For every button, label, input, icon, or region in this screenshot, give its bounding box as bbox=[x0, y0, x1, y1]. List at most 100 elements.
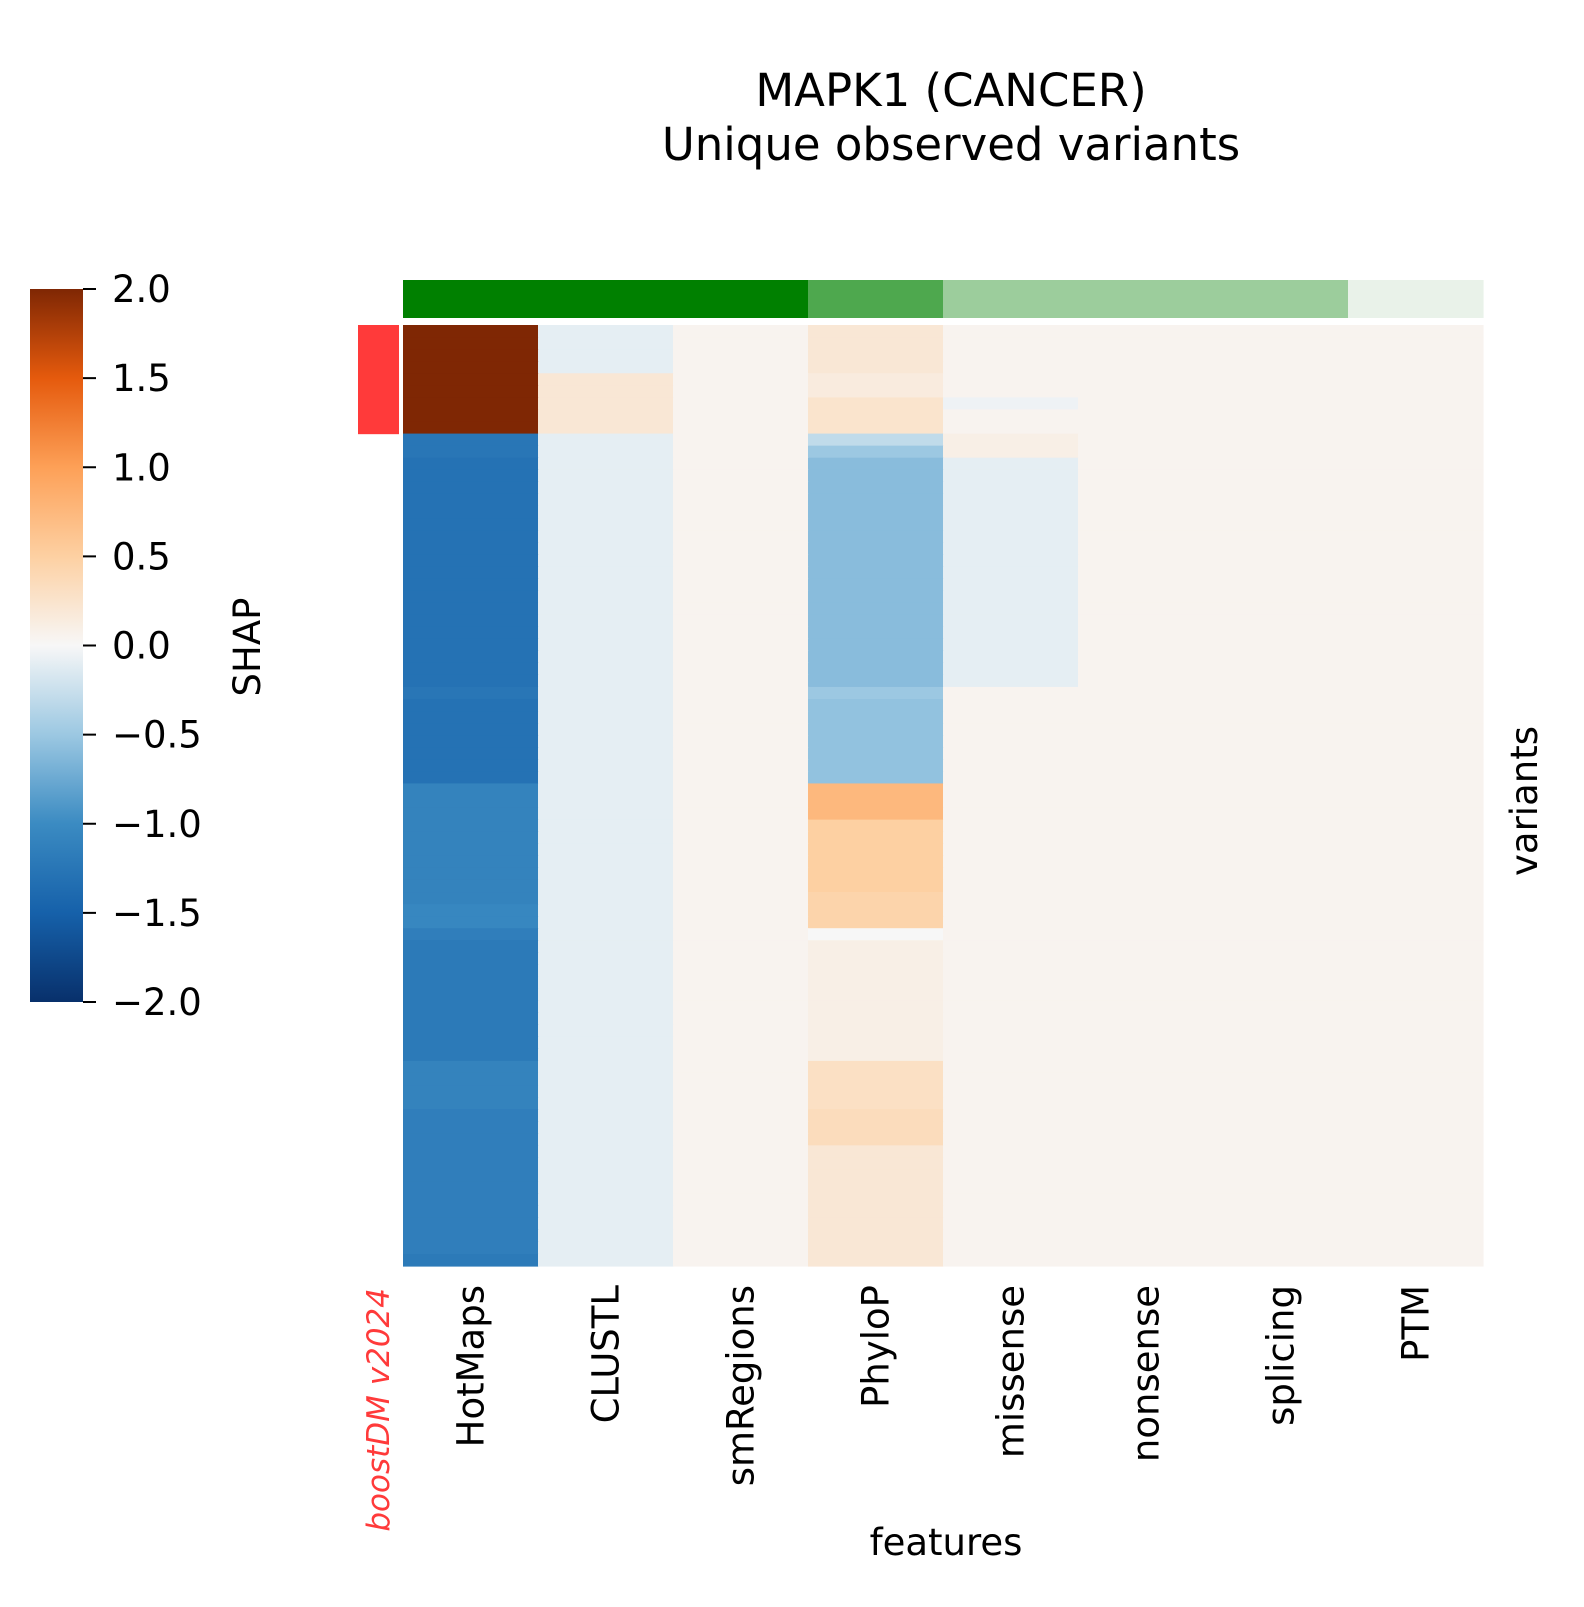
heatmap-cell bbox=[403, 1109, 539, 1122]
heatmap-cell bbox=[538, 349, 674, 362]
heatmap-cell bbox=[673, 698, 809, 712]
heatmap-cell bbox=[403, 892, 539, 905]
heatmap-cell bbox=[403, 1157, 539, 1171]
heatmap-cell bbox=[538, 578, 674, 592]
heatmap-cell bbox=[403, 759, 539, 772]
heatmap-cell bbox=[673, 1024, 809, 1038]
heatmap-cell bbox=[1348, 711, 1484, 724]
heatmap-cell bbox=[943, 1012, 1079, 1026]
heatmap-cell bbox=[808, 831, 944, 845]
heatmap-cell bbox=[1078, 1169, 1214, 1183]
heatmap-cell bbox=[403, 928, 539, 941]
heatmap-cell bbox=[1213, 698, 1349, 712]
heatmap-cell bbox=[538, 421, 674, 435]
heatmap-cell bbox=[1078, 747, 1214, 760]
heatmap-cell bbox=[943, 638, 1079, 652]
heatmap-cell bbox=[943, 650, 1079, 664]
heatmap-cell bbox=[1213, 892, 1349, 905]
heatmap-cell bbox=[403, 952, 539, 965]
heatmap-cell bbox=[1078, 1193, 1214, 1207]
heatmap-cell bbox=[808, 373, 944, 386]
heatmap-cell bbox=[1348, 421, 1484, 435]
heatmap-cell bbox=[538, 469, 674, 483]
heatmap-cell bbox=[1348, 771, 1484, 785]
driver-cell bbox=[358, 337, 399, 350]
heatmap-cell bbox=[1213, 819, 1349, 833]
heatmap-cell bbox=[808, 1060, 944, 1074]
feature-group-cell bbox=[673, 280, 809, 318]
heatmap-cell bbox=[403, 916, 539, 929]
heatmap-cell bbox=[1078, 928, 1214, 941]
heatmap-cell bbox=[943, 686, 1079, 700]
heatmap-cell bbox=[808, 1217, 944, 1231]
heatmap-cell bbox=[1213, 662, 1349, 676]
driver-annotation-column bbox=[358, 325, 399, 435]
heatmap-cell bbox=[673, 566, 809, 579]
heatmap-cell bbox=[403, 783, 539, 797]
heatmap-cell bbox=[1348, 1193, 1484, 1207]
heatmap-cell bbox=[673, 916, 809, 929]
heatmap-cell bbox=[1078, 1121, 1214, 1134]
heatmap-cell bbox=[403, 530, 539, 543]
heatmap-cell bbox=[538, 445, 674, 459]
heatmap-cell bbox=[943, 952, 1079, 965]
heatmap-cell bbox=[943, 421, 1079, 435]
heatmap-cell bbox=[1348, 1205, 1484, 1219]
heatmap-cell bbox=[943, 1085, 1079, 1098]
colorbar-ticks: 2.0 1.5 1.0 0.5 0.0 −0.5 −1.0 −1.5 −2.0 bbox=[83, 268, 202, 1024]
heatmap-cell bbox=[538, 747, 674, 760]
heatmap-cell bbox=[1078, 916, 1214, 929]
heatmap-cell bbox=[538, 988, 674, 1002]
heatmap-cell bbox=[538, 735, 674, 748]
heatmap-cell bbox=[808, 650, 944, 664]
feature-group-cell bbox=[403, 280, 539, 318]
heatmap-cell bbox=[673, 747, 809, 760]
heatmap-cell bbox=[808, 698, 944, 712]
heatmap-cell bbox=[1078, 867, 1214, 881]
heatmap-cell bbox=[1213, 674, 1349, 688]
heatmap-cell bbox=[538, 940, 674, 953]
heatmap-cell bbox=[943, 1048, 1079, 1062]
heatmap-cell bbox=[403, 819, 539, 833]
heatmap-cell bbox=[403, 711, 539, 724]
heatmap-cell bbox=[1078, 892, 1214, 905]
heatmap-cell bbox=[808, 1085, 944, 1098]
heatmap-cell bbox=[538, 626, 674, 640]
heatmap-cell bbox=[403, 590, 539, 604]
heatmap-cell bbox=[808, 771, 944, 785]
heatmap-cell bbox=[808, 1133, 944, 1146]
heatmap-cell bbox=[943, 698, 1079, 712]
heatmap-cell bbox=[943, 855, 1079, 869]
heatmap-cell bbox=[1078, 1229, 1214, 1243]
heatmap-cell bbox=[403, 554, 539, 567]
heatmap-cell bbox=[673, 409, 809, 423]
heatmap-cell bbox=[1348, 1169, 1484, 1183]
heatmap-cell bbox=[943, 505, 1079, 519]
heatmap-cell bbox=[1348, 867, 1484, 881]
heatmap-cell bbox=[808, 1169, 944, 1183]
heatmap-cell bbox=[673, 1181, 809, 1195]
heatmap-cell bbox=[1213, 1229, 1349, 1243]
heatmap-cell bbox=[403, 1217, 539, 1231]
heatmap-cell bbox=[403, 1205, 539, 1219]
heatmap-cell bbox=[1078, 421, 1214, 435]
heatmap-cell bbox=[943, 349, 1079, 362]
heatmap-cell bbox=[1348, 505, 1484, 519]
heatmap-cell bbox=[403, 1169, 539, 1183]
heatmap-cell bbox=[538, 1145, 674, 1159]
heatmap-cell bbox=[673, 421, 809, 435]
heatmap-cell bbox=[403, 1048, 539, 1062]
heatmap-cell bbox=[943, 1000, 1079, 1014]
heatmap-cell bbox=[538, 711, 674, 724]
heatmap-cell bbox=[538, 1205, 674, 1219]
heatmap-cell bbox=[1213, 964, 1349, 978]
heatmap-cell bbox=[1078, 1241, 1214, 1255]
heatmap-cell bbox=[808, 964, 944, 978]
heatmap-cell bbox=[538, 771, 674, 785]
heatmap-cell bbox=[403, 409, 539, 423]
heatmap-cell bbox=[1348, 892, 1484, 905]
heatmap-cell bbox=[1348, 1024, 1484, 1038]
heatmap-cell bbox=[538, 602, 674, 616]
heatmap-cell bbox=[943, 988, 1079, 1002]
feature-tick-labels: HotMaps CLUSTL smRegions PhyloP missense nons… bbox=[450, 1285, 1438, 1487]
